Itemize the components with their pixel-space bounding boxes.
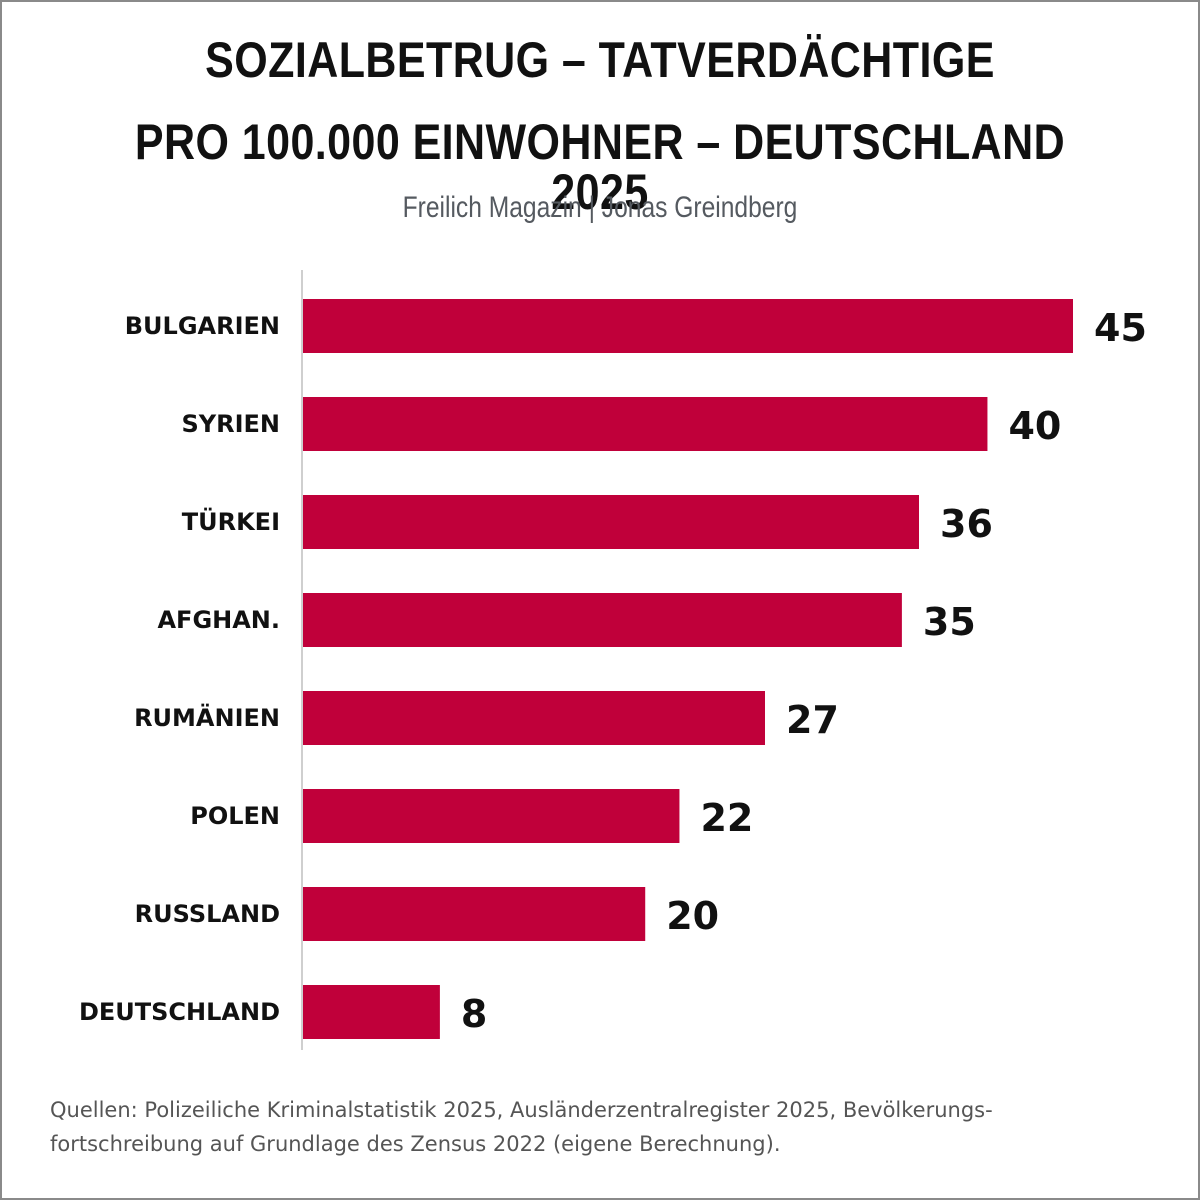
chart-title-line-1: SOZIALBETRUG – TATVERDÄCHTIGE <box>205 32 995 88</box>
value-label-6: 20 <box>666 894 719 938</box>
chart-title-line-2: PRO 100.000 EINWOHNER – DEUTSCHLAND 2025 <box>134 114 1066 220</box>
value-label-4: 27 <box>786 698 839 742</box>
value-label-7: 8 <box>461 992 487 1036</box>
category-label-2: TÜRKEI <box>182 506 280 536</box>
labels-group: BULGARIEN 45 SYRIEN 40 TÜRKEI 36 AFGHAN. 35 RUMÄ… <box>79 306 1147 1036</box>
category-label-6: RUSSLAND <box>135 900 280 928</box>
category-label-7: DEUTSCHLAND <box>79 998 280 1026</box>
bar-5 <box>303 789 680 843</box>
category-label-5: POLEN <box>190 802 280 830</box>
source-note: Quellen: Polizeiliche Kriminalstatistik … <box>50 1093 1160 1161</box>
value-label-3: 35 <box>923 600 976 644</box>
bar-6 <box>303 887 646 941</box>
category-label-1: SYRIEN <box>181 410 280 438</box>
source-line-1: Quellen: Polizeiliche Kriminalstatistik … <box>50 1098 993 1122</box>
value-label-1: 40 <box>1008 404 1061 448</box>
bar-chart: BULGARIEN 45 SYRIEN 40 TÜRKEI 36 AFGHAN. 35 RUMÄ… <box>79 270 1147 1050</box>
bar-2 <box>303 495 919 549</box>
value-label-5: 22 <box>700 796 753 840</box>
category-label-3: AFGHAN. <box>157 606 280 634</box>
bar-4 <box>303 691 765 745</box>
source-line-2: fortschreibung auf Grundlage des Zensus … <box>50 1132 781 1156</box>
bar-7 <box>303 985 440 1039</box>
bar-0 <box>303 299 1073 353</box>
value-label-0: 45 <box>1094 306 1147 350</box>
bars-group <box>303 299 1073 1039</box>
chart-subtitle: Freilich Magazin | Jonas Greindberg <box>402 191 798 224</box>
category-label-0: BULGARIEN <box>125 312 280 340</box>
bar-1 <box>303 397 988 451</box>
value-label-2: 36 <box>940 502 993 546</box>
bar-3 <box>303 593 902 647</box>
category-label-4: RUMÄNIEN <box>134 703 280 732</box>
